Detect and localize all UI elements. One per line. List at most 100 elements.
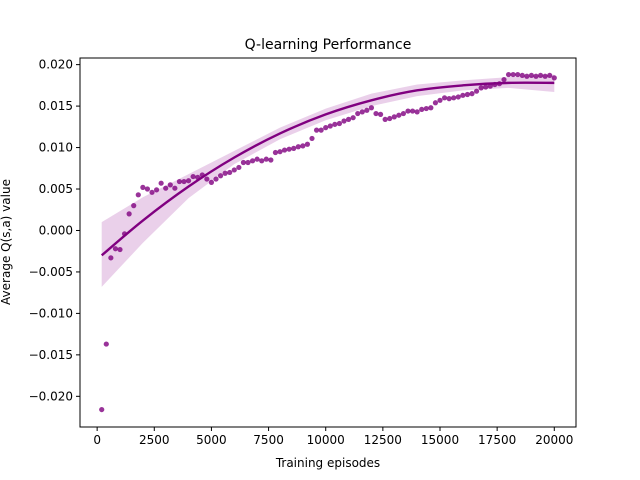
chart-title: Q-learning Performance [245, 37, 412, 53]
data-point [277, 149, 283, 155]
data-point [263, 156, 269, 162]
data-point [295, 144, 301, 150]
data-point [359, 109, 365, 115]
x-tick-label: 10000 [307, 433, 345, 447]
data-point [464, 91, 471, 98]
data-point [432, 100, 439, 106]
data-point [190, 173, 196, 180]
data-point [135, 192, 141, 198]
data-point [336, 120, 343, 127]
data-point [327, 123, 333, 129]
y-tick-label: −0.005 [29, 265, 73, 279]
data-point [291, 145, 297, 151]
data-point [254, 156, 260, 162]
data-point [213, 176, 219, 182]
data-point [396, 112, 402, 118]
data-point [323, 125, 329, 131]
data-point [117, 246, 123, 253]
data-point [364, 107, 370, 113]
data-point [140, 184, 146, 190]
y-tick-label: −0.015 [29, 348, 73, 362]
y-tick-label: 0.015 [39, 99, 73, 113]
data-point [519, 72, 525, 79]
data-point [487, 83, 493, 89]
data-point [510, 71, 516, 78]
data-point [533, 73, 539, 79]
x-tick-label: 5000 [196, 433, 227, 447]
data-point [313, 127, 320, 133]
data-point [400, 110, 407, 117]
data-point [505, 71, 512, 78]
data-point [446, 96, 452, 102]
fit-line-layer [100, 81, 555, 257]
data-point [181, 178, 187, 185]
data-point [355, 110, 361, 117]
data-point [268, 157, 274, 163]
data-point [524, 73, 530, 79]
data-point [341, 118, 347, 124]
data-point [469, 91, 475, 97]
data-point [537, 72, 544, 79]
data-point [217, 173, 224, 179]
data-point [547, 72, 553, 79]
data-point [473, 88, 480, 94]
data-point [455, 94, 461, 100]
data-point [309, 135, 315, 142]
data-point [149, 189, 155, 195]
data-point [428, 105, 434, 111]
data-point [112, 246, 119, 252]
data-point [419, 106, 425, 113]
data-point [272, 149, 279, 156]
data-point [172, 185, 178, 191]
data-point [199, 172, 205, 178]
plot-area-background [80, 58, 576, 427]
x-axis-label: Training episodes [275, 456, 380, 470]
y-tick-label: −0.010 [29, 306, 73, 320]
x-tick-label: 17500 [478, 433, 516, 447]
data-point [382, 116, 388, 122]
data-point [345, 116, 352, 122]
regression-fit-line [100, 81, 555, 257]
data-point [259, 158, 265, 164]
y-tick-label: 0.000 [39, 223, 73, 237]
data-point [405, 108, 411, 114]
x-tick-label: 15000 [421, 433, 459, 447]
x-tick-label: 2500 [139, 433, 170, 447]
data-point [441, 95, 448, 101]
data-point [528, 72, 535, 79]
data-point [167, 182, 173, 188]
data-point [377, 111, 384, 117]
data-point [158, 180, 164, 186]
data-point [236, 164, 242, 171]
data-point [204, 176, 210, 182]
data-point [249, 158, 256, 164]
data-point [496, 81, 503, 87]
data-point [391, 114, 397, 120]
x-tick-label: 12500 [364, 433, 402, 447]
data-point [185, 178, 192, 184]
y-tick-label: 0.005 [39, 182, 73, 196]
data-point [409, 108, 416, 114]
data-point [222, 170, 228, 176]
data-point [121, 231, 128, 237]
x-tick-label: 20000 [535, 433, 573, 447]
data-point [208, 179, 215, 185]
data-point [414, 109, 420, 115]
data-point [492, 81, 498, 88]
data-point [437, 97, 443, 103]
confidence-band [101, 74, 555, 287]
data-point [103, 341, 109, 347]
data-point [131, 203, 137, 209]
data-point [281, 147, 288, 153]
scatter-points-layer [99, 71, 557, 413]
data-point [451, 95, 457, 101]
data-point [423, 105, 429, 112]
data-point [240, 159, 247, 166]
confidence-band-layer [101, 74, 555, 287]
data-point [551, 75, 557, 81]
y-tick-label: −0.020 [29, 389, 73, 403]
data-point [460, 92, 466, 98]
data-point [387, 115, 393, 122]
y-axis-ticks: −0.020 −0.015 −0.010 −0.005 0.000 0.005 0.010 0… [29, 58, 80, 403]
